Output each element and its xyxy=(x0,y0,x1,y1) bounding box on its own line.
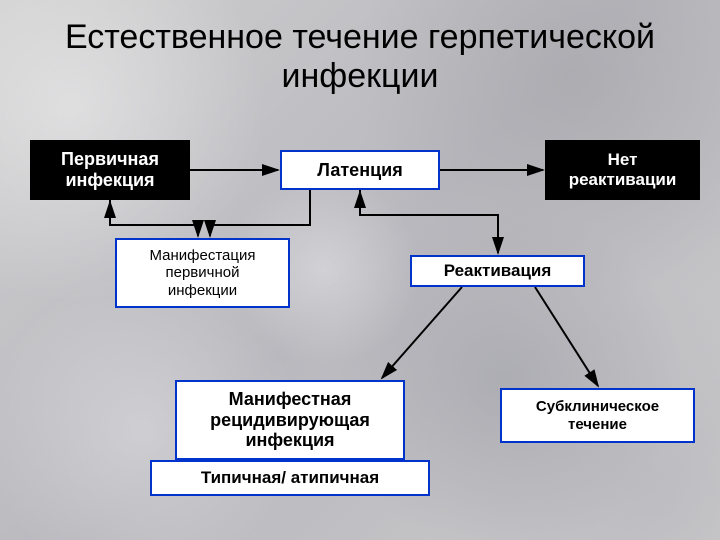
node-react: Реактивация xyxy=(410,255,585,287)
node-manifest1: Манифестация первичной инфекции xyxy=(115,238,290,308)
arrow-6 xyxy=(360,192,498,253)
arrow-2 xyxy=(110,200,198,236)
node-subclin: Субклиническое течение xyxy=(500,388,695,443)
arrow-7 xyxy=(382,287,462,378)
arrow-4 xyxy=(210,190,310,236)
node-noreact: Нет реактивации xyxy=(545,140,700,200)
node-typical: Типичная/ атипичная xyxy=(150,460,430,496)
node-manifrec: Манифестная рецидивирующая инфекция xyxy=(175,380,405,460)
node-primary: Первичная инфекция xyxy=(30,140,190,200)
node-latency: Латенция xyxy=(280,150,440,190)
arrow-8 xyxy=(535,287,598,386)
arrow-5 xyxy=(360,190,498,253)
diagram-title: Естественное течение герпетической инфек… xyxy=(0,18,720,96)
arrow-3 xyxy=(110,202,198,236)
